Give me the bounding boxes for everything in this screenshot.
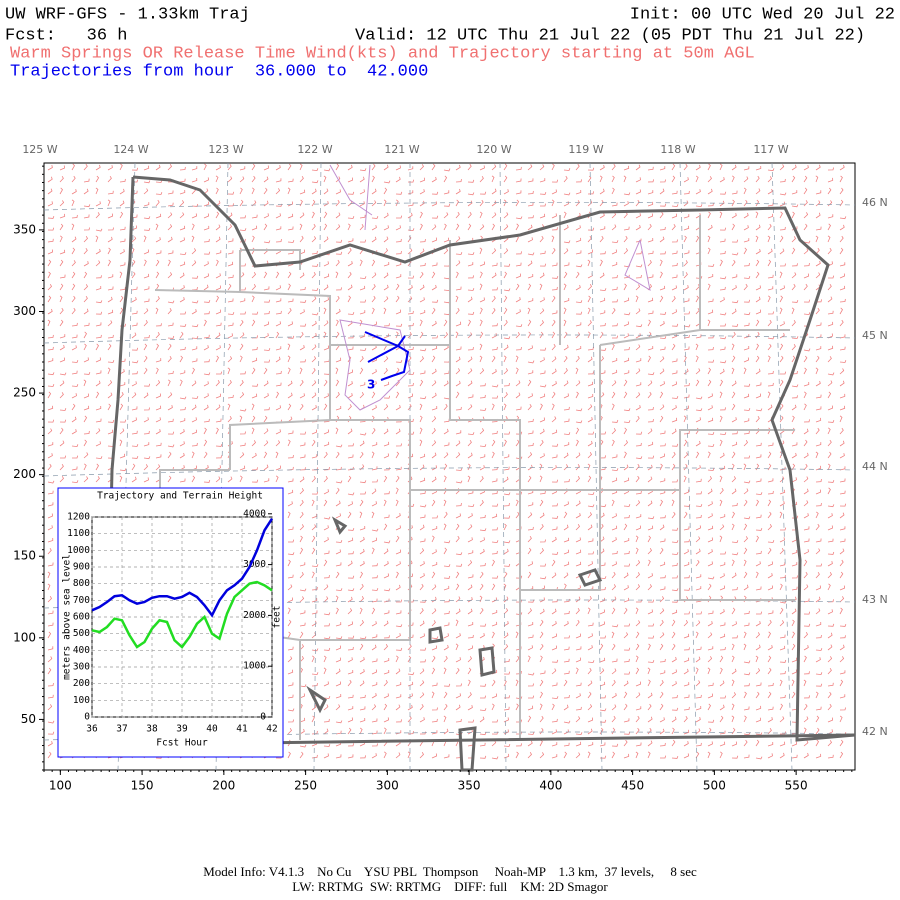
inset-frame: [57, 487, 284, 758]
x-tick-label: 300: [376, 779, 399, 793]
latitude-label: 45 N: [862, 329, 888, 342]
latitude-label: 43 N: [862, 593, 888, 606]
y2-tick-label: 3000: [243, 559, 266, 570]
longitude-label: 123 W: [208, 143, 243, 156]
y2-axis-label: feet: [272, 606, 283, 629]
y-tick-label: 800: [73, 578, 90, 589]
y2-tick-label: 2000: [243, 610, 266, 621]
county-lines: [154, 215, 795, 740]
footer-line: LW: RRTMG SW: RRTMG DIFF: full KM: 2D Sm…: [292, 879, 608, 894]
longitude-label: 121 W: [384, 143, 419, 156]
y-tick-label: 600: [73, 612, 90, 623]
y-tick-label: 200: [13, 467, 36, 481]
y-axis-label: meters above sea level: [62, 554, 73, 680]
y-tick-label: 400: [73, 645, 90, 656]
x-tick-label: 250: [294, 779, 317, 793]
x-tick-label: 37: [116, 724, 127, 735]
y-tick-label: 50: [21, 712, 36, 726]
x-tick-label: 40: [206, 724, 218, 735]
longitude-label: 119 W: [568, 143, 603, 156]
x-tick-label: 100: [49, 779, 72, 793]
y-tick-label: 700: [73, 595, 90, 606]
longitude-label: 120 W: [476, 143, 511, 156]
trajectory: [364, 331, 410, 381]
y2-tick-label: 0: [260, 712, 266, 723]
latitude-label: 46 N: [862, 196, 888, 209]
init-time: Init: 00 UTC Wed 20 Jul 22: [630, 5, 895, 24]
trajectory-range: Trajectories from hour 36.000 to 42.000: [10, 62, 428, 81]
y-tick-label: 350: [13, 222, 36, 236]
longitude-label: 117 W: [753, 143, 788, 156]
subtitle: Warm Springs OR Release Time Wind(kts) a…: [10, 44, 755, 63]
longitude-label: 125 W: [22, 143, 57, 156]
x-tick-label: 500: [703, 779, 726, 793]
x-tick-label: 39: [176, 724, 188, 735]
forecast-hour: Fcst: 36 h: [5, 26, 127, 45]
y-tick-label: 0: [84, 712, 90, 723]
x-tick-label: 400: [539, 779, 562, 793]
y-tick-label: 1200: [67, 512, 90, 523]
y-tick-label: 1000: [67, 545, 90, 556]
y-tick-label: 200: [73, 678, 90, 689]
x-tick-label: 41: [236, 724, 248, 735]
x-tick-label: 200: [212, 779, 235, 793]
longitude-label: 124 W: [113, 143, 148, 156]
latitude-label: 44 N: [862, 460, 888, 473]
series-line: [91, 518, 274, 618]
title: UW WRF-GFS - 1.33km Traj: [5, 5, 250, 24]
y2-tick-label: 1000: [243, 661, 266, 672]
water-bodies: [329, 164, 651, 411]
y2-tick-label: 4000: [243, 508, 266, 519]
x-tick-label: 36: [86, 724, 98, 735]
trajectory-inset: Trajectory and Terrain Height Fcst Hour …: [57, 487, 284, 758]
y-tick-label: 250: [13, 386, 36, 400]
x-tick-label: 38: [146, 724, 158, 735]
x-tick-label: 42: [266, 724, 277, 735]
longitude-label: 118 W: [660, 143, 695, 156]
x-tick-label: 350: [458, 779, 481, 793]
longitude-label: 122 W: [297, 143, 332, 156]
x-tick-label: 150: [131, 779, 154, 793]
y-tick-label: 500: [73, 628, 90, 639]
y-tick-label: 300: [73, 662, 90, 673]
inset-title: Trajectory and Terrain Height: [97, 491, 263, 502]
y-tick-label: 900: [73, 562, 90, 573]
latitude-label: 42 N: [862, 725, 888, 738]
valid-time: Valid: 12 UTC Thu 21 Jul 22 (05 PDT Thu …: [355, 26, 865, 45]
y-tick-label: 100: [73, 695, 90, 706]
x-tick-label: 450: [621, 779, 644, 793]
x-tick-label: 550: [785, 779, 808, 793]
series-line: [91, 580, 273, 649]
trajectory-label: 3: [367, 378, 375, 392]
y-tick-label: 100: [13, 630, 36, 644]
x-axis-label: Fcst Hour: [156, 738, 208, 749]
y-tick-label: 300: [13, 304, 36, 318]
y-tick-label: 1100: [67, 528, 90, 539]
y-tick-label: 150: [13, 549, 36, 563]
footer-line: Model Info: V4.1.3 No Cu YSU PBL Thompso…: [203, 864, 697, 879]
